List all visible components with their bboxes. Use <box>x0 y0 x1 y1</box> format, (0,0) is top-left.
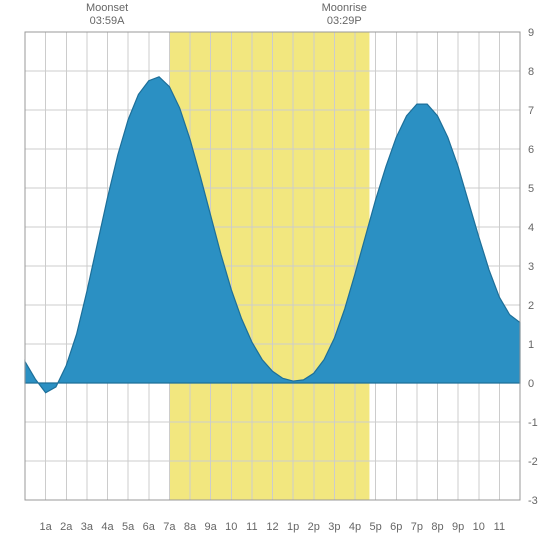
x-tick-label: 9a <box>205 521 218 533</box>
x-tick-label: 2p <box>308 521 320 533</box>
moonrise-label: Moonrise 03:29P <box>309 2 379 27</box>
moonset-time: 03:59A <box>72 15 142 28</box>
y-tick-label: 6 <box>528 144 534 156</box>
x-tick-label: 3a <box>81 521 94 533</box>
chart-svg: -3-2-101234567891a2a3a4a5a6a7a8a9a101112… <box>0 0 550 550</box>
x-tick-label: 6p <box>390 521 402 533</box>
x-tick-label: 8p <box>431 521 443 533</box>
y-tick-label: 3 <box>528 261 534 273</box>
x-tick-label: 2a <box>60 521 73 533</box>
x-tick-label: 12 <box>266 521 278 533</box>
y-tick-label: 7 <box>528 105 534 117</box>
x-tick-label: 6a <box>143 521 156 533</box>
y-tick-label: 2 <box>528 300 534 312</box>
y-tick-label: 1 <box>528 339 534 351</box>
x-tick-label: 10 <box>473 521 485 533</box>
x-tick-label: 5p <box>370 521 382 533</box>
top-annotations: Moonset 03:59A Moonrise 03:29P <box>0 2 550 30</box>
moonrise-title: Moonrise <box>309 2 379 15</box>
y-tick-label: -1 <box>528 417 538 429</box>
y-tick-label: 0 <box>528 378 534 390</box>
x-tick-label: 7p <box>411 521 423 533</box>
y-tick-label: 8 <box>528 66 534 78</box>
y-tick-label: 4 <box>528 222 534 234</box>
x-tick-label: 7a <box>163 521 176 533</box>
tide-chart: Moonset 03:59A Moonrise 03:29P -3-2-1012… <box>0 0 550 550</box>
x-tick-label: 11 <box>246 521 257 533</box>
x-tick-label: 10 <box>225 521 237 533</box>
x-tick-label: 9p <box>452 521 464 533</box>
y-tick-label: -3 <box>528 495 538 507</box>
y-tick-label: -2 <box>528 456 538 468</box>
x-tick-label: 11 <box>494 521 505 533</box>
x-tick-label: 1a <box>40 521 53 533</box>
moonset-title: Moonset <box>72 2 142 15</box>
x-tick-label: 4a <box>101 521 114 533</box>
moonset-label: Moonset 03:59A <box>72 2 142 27</box>
x-tick-label: 4p <box>349 521 361 533</box>
x-tick-label: 1p <box>287 521 299 533</box>
y-tick-label: 5 <box>528 183 534 195</box>
x-tick-label: 3p <box>328 521 340 533</box>
x-tick-label: 5a <box>122 521 135 533</box>
x-tick-label: 8a <box>184 521 197 533</box>
moonrise-time: 03:29P <box>309 15 379 28</box>
